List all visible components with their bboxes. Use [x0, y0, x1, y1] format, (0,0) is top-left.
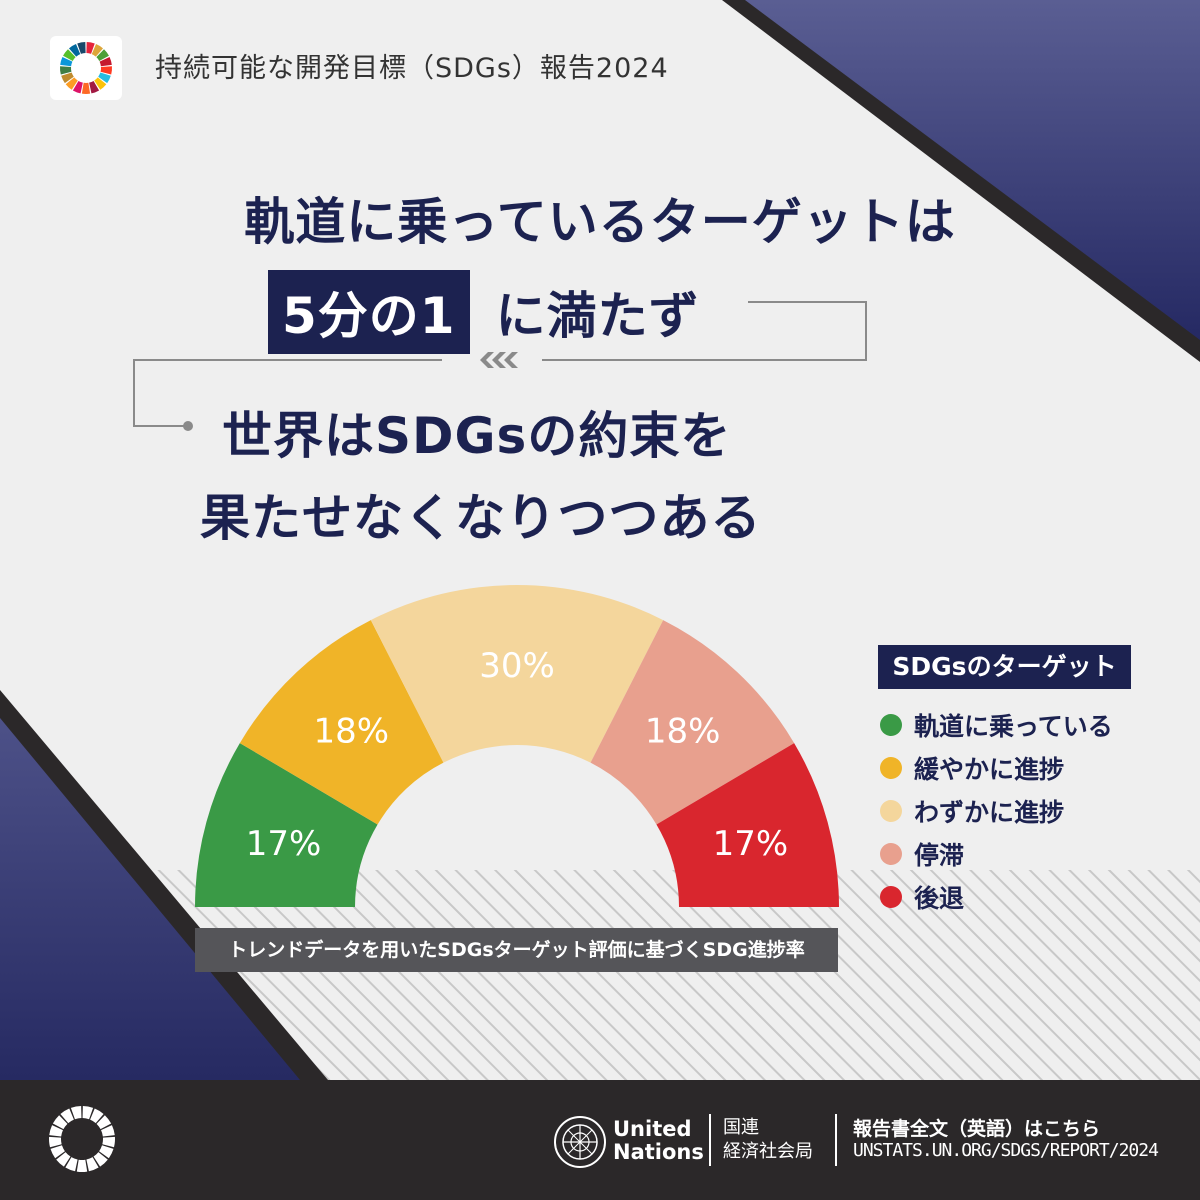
wheel-segment [65, 77, 78, 90]
slice-label: 30% [479, 646, 555, 686]
legend-swatch [880, 714, 902, 736]
footer-divider-2 [835, 1114, 837, 1166]
sdg-wheel-icon [50, 36, 122, 100]
un-name-line-1: United [613, 1117, 692, 1141]
wheel-segment [98, 72, 111, 84]
footer [0, 1080, 1200, 1200]
wheel-segment [56, 1152, 71, 1167]
headline-line-1: 軌道に乗っているターゲットは [244, 193, 956, 251]
wheel-segment [70, 1106, 82, 1120]
wheel-segment [102, 1136, 115, 1148]
wheel-segment [65, 1157, 78, 1172]
un-name-line-2: Nations [613, 1140, 704, 1164]
top-right-accent [745, 0, 1200, 340]
wheel-segment [60, 66, 72, 75]
wheel-segment [60, 57, 73, 67]
wheel-segment [94, 77, 107, 90]
wheel-segment [90, 1108, 104, 1124]
legend-label: 停滞 [914, 841, 965, 870]
headline-line-2-text: に満たず [495, 287, 700, 345]
wheel-segment [82, 1106, 94, 1120]
wheel-segment [81, 82, 91, 94]
wheel-segment [96, 49, 109, 61]
bottom-left-accent [0, 718, 300, 1080]
legend-label: 軌道に乗っている [914, 712, 1113, 741]
legend-item: 停滞 [880, 836, 964, 872]
slice-label: 17% [246, 824, 322, 864]
wheel-segment [99, 1145, 114, 1159]
headline-highlight: 5分の1 [268, 270, 470, 354]
wheel-segment [49, 1125, 63, 1137]
wheel-segment [49, 1136, 62, 1148]
report-title: 持続可能な開発目標（SDGs）報告2024 [155, 53, 669, 84]
wheel-segment [63, 49, 76, 61]
chart-caption: トレンドデータを用いたSDGsターゲット評価に基づくSDG進捗率 [195, 928, 838, 972]
legend-swatch [880, 757, 902, 779]
chart-slice [239, 620, 444, 825]
wheel-segment [68, 44, 81, 57]
wheel-segment [100, 66, 112, 75]
legend-item: 後退 [880, 879, 964, 915]
legend-label: 後退 [914, 884, 965, 913]
wheel-segment [76, 1159, 88, 1172]
wheel-segment [86, 42, 95, 54]
wheel-segment [96, 1115, 112, 1130]
report-link-label[interactable]: 報告書全文（英語）はこちら [853, 1118, 1101, 1140]
chart-slice [195, 743, 378, 907]
legend-swatch [880, 800, 902, 822]
slice-label: 18% [645, 712, 721, 752]
sdg-wheel-white-icon [49, 1106, 115, 1172]
headline-line-4: 果たせなくなりつつある [200, 489, 762, 547]
legend-swatch [880, 843, 902, 865]
wheel-segment [89, 80, 100, 94]
wheel-segment [61, 72, 74, 84]
legend-item: わずかに進捗 [880, 793, 1064, 829]
chart-slice [370, 585, 664, 763]
hatch-pattern [120, 870, 1200, 1080]
chart-slice [656, 743, 839, 907]
wheel-segment [101, 1125, 115, 1137]
un-emblem-icon [554, 1116, 606, 1168]
chevron-left-icon [480, 352, 518, 368]
wheel-segment [91, 44, 104, 57]
headline-line-2: 5分の1 に満たず [268, 270, 700, 354]
headline-line-3: 世界はSDGsの約束を [222, 407, 732, 465]
slice-label: 18% [314, 712, 390, 752]
report-link-url[interactable]: UNSTATS.UN.ORG/SDGS/REPORT/2024 [853, 1140, 1159, 1161]
slice-label: 17% [713, 824, 789, 864]
wheel-segment [86, 1157, 99, 1172]
legend-item: 緩やかに進捗 [880, 750, 1064, 786]
chart-slice [590, 620, 795, 825]
wheel-segment [60, 1108, 74, 1124]
desa-line-1: 国連 [723, 1117, 759, 1138]
legend-title: SDGsのターゲット [878, 645, 1131, 689]
wheel-segment [50, 1145, 65, 1159]
wheel-segment [52, 1115, 68, 1130]
footer-divider-1 [709, 1114, 711, 1166]
wheel-segment [99, 57, 112, 67]
legend-label: 緩やかに進捗 [914, 755, 1065, 784]
desa-name: 国連 経済社会局 [723, 1116, 813, 1164]
wheel-segment [93, 1152, 108, 1167]
wheel-segment [72, 80, 83, 94]
legend-item: 軌道に乗っている [880, 707, 1113, 743]
legend-swatch [880, 886, 902, 908]
desa-line-2: 経済社会局 [723, 1141, 813, 1162]
legend-label: わずかに進捗 [914, 798, 1065, 827]
un-name: United Nations [613, 1118, 704, 1164]
wheel-segment [77, 42, 86, 54]
